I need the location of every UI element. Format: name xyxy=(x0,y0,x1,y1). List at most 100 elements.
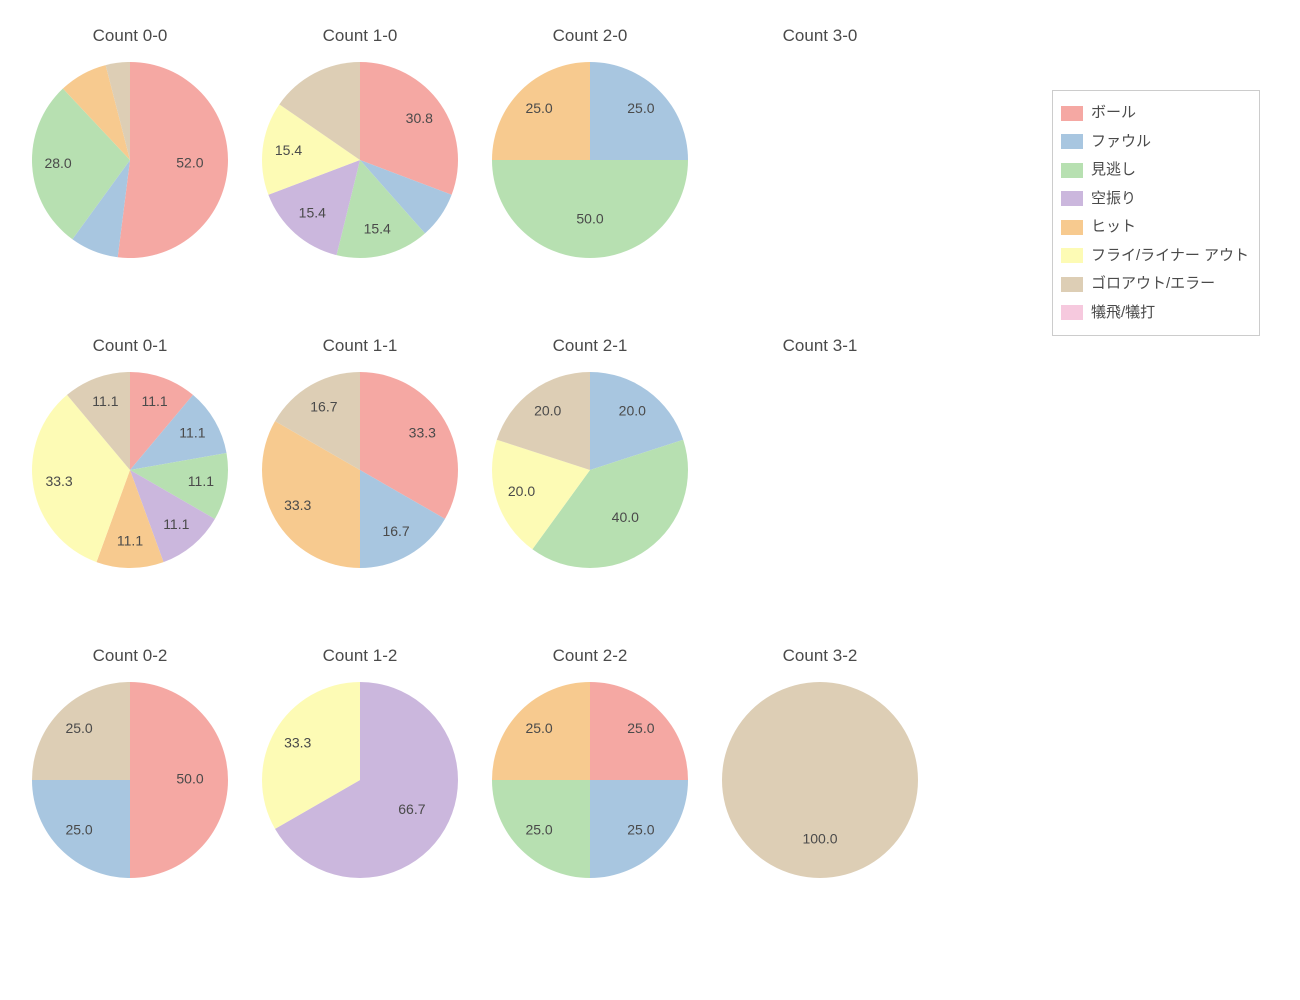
pie-wrap xyxy=(720,60,920,260)
pie-slice-label: 25.0 xyxy=(525,720,552,736)
pie-title: Count 2-0 xyxy=(553,26,628,46)
pie-wrap: 50.0 25.0 25.0 xyxy=(30,680,230,880)
pie-slice-label: 15.4 xyxy=(299,205,326,221)
pie-slice-label: 11.1 xyxy=(179,425,205,441)
pie-cell: Count 3-2 100.0 xyxy=(710,640,930,940)
pie-cell: Count 1-1 33.3 16.7 33.3 16.7 xyxy=(250,330,470,630)
legend-swatch xyxy=(1061,220,1083,235)
pie-slice-label: 11.1 xyxy=(92,393,118,409)
pie-title: Count 1-2 xyxy=(323,646,398,666)
pie-title: Count 1-0 xyxy=(323,26,398,46)
legend-item-flyout: フライ/ライナー アウト xyxy=(1061,242,1249,271)
legend-swatch xyxy=(1061,106,1083,121)
pie-slice-label: 33.3 xyxy=(409,425,436,441)
legend-label: フライ/ライナー アウト xyxy=(1091,242,1249,271)
pie-slice-label: 20.0 xyxy=(508,483,535,499)
pie-slice-look xyxy=(492,160,688,258)
pie-cell: Count 3-1 xyxy=(710,330,930,630)
pie-wrap: 33.3 16.7 33.3 16.7 xyxy=(260,370,460,570)
pie-title: Count 0-1 xyxy=(93,336,168,356)
legend-swatch xyxy=(1061,134,1083,149)
pie-title: Count 1-1 xyxy=(323,336,398,356)
pie-wrap: 11.1 11.1 11.1 11.1 11.1 33.3 11.1 xyxy=(30,370,230,570)
pie-slice-label: 100.0 xyxy=(802,831,837,847)
pie-slice-label: 66.7 xyxy=(398,801,425,817)
legend-item-groundout: ゴロアウト/エラー xyxy=(1061,270,1249,299)
pie-slice-label: 25.0 xyxy=(525,822,552,838)
pie-title: Count 3-1 xyxy=(783,336,858,356)
legend-swatch xyxy=(1061,305,1083,320)
pie-slice-label: 28.0 xyxy=(44,155,71,171)
pie-chart: 30.8 15.4 15.4 15.4 xyxy=(260,60,460,260)
pie-slice-label: 33.3 xyxy=(45,473,72,489)
pie-slice-label: 52.0 xyxy=(176,155,203,171)
pie-slice-label: 50.0 xyxy=(176,771,203,787)
legend-item-swing: 空振り xyxy=(1061,185,1249,214)
pie-wrap: 66.733.3 xyxy=(260,680,460,880)
pie-cell: Count 3-0 xyxy=(710,20,930,320)
pie-chart: 66.733.3 xyxy=(260,680,460,880)
pie-slice-label: 20.0 xyxy=(619,403,646,419)
pie-wrap: 20.0 40.0 20.0 20.0 xyxy=(490,370,690,570)
pie-title: Count 2-2 xyxy=(553,646,628,666)
pie-slice-label: 25.0 xyxy=(65,720,92,736)
pie-wrap xyxy=(720,370,920,570)
legend-swatch xyxy=(1061,163,1083,178)
pie-slice-label: 11.1 xyxy=(141,393,167,409)
legend-label: 見逃し xyxy=(1091,156,1136,185)
pie-chart: 50.0 25.0 25.0 xyxy=(30,680,230,880)
pie-cell: Count 0-0 52.0 28.0 xyxy=(20,20,240,320)
pie-title: Count 3-0 xyxy=(783,26,858,46)
pie-wrap: 25.025.025.025.0 xyxy=(490,680,690,880)
legend-swatch xyxy=(1061,277,1083,292)
pie-slice-label: 15.4 xyxy=(275,142,302,158)
pie-wrap: 52.0 28.0 xyxy=(30,60,230,260)
pie-slice-label: 11.1 xyxy=(117,533,143,549)
pie-cell: Count 1-2 66.733.3 xyxy=(250,640,470,940)
pie-wrap: 30.8 15.4 15.4 15.4 xyxy=(260,60,460,260)
pie-slice-groundout xyxy=(722,682,918,878)
pie-wrap: 25.050.025.0 xyxy=(490,60,690,260)
legend-label: ファウル xyxy=(1091,128,1151,157)
pie-grid: Count 0-0 52.0 28.0 Count 1-0 30.8 15.4 15.4 15… xyxy=(20,20,930,940)
pie-chart: 52.0 28.0 xyxy=(30,60,230,260)
pie-slice-label: 20.0 xyxy=(534,403,561,419)
pie-chart: 33.3 16.7 33.3 16.7 xyxy=(260,370,460,570)
legend-item-foul: ファウル xyxy=(1061,128,1249,157)
pie-slice-label: 16.7 xyxy=(310,398,337,414)
legend-item-look: 見逃し xyxy=(1061,156,1249,185)
pie-slice-label: 25.0 xyxy=(525,100,552,116)
pie-slice-label: 25.0 xyxy=(627,720,654,736)
legend-label: ボール xyxy=(1091,99,1136,128)
pie-chart: 100.0 xyxy=(720,680,920,880)
pie-slice-label: 16.7 xyxy=(382,523,409,539)
pie-cell: Count 0-250.025.025.0 xyxy=(20,640,240,940)
pie-cell: Count 2-225.025.025.025.0 xyxy=(480,640,700,940)
pie-chart: 11.1 11.1 11.1 11.1 11.1 33.3 11.1 xyxy=(30,370,230,570)
pie-chart: 25.025.025.025.0 xyxy=(490,680,690,880)
pie-slice-label: 50.0 xyxy=(576,211,603,227)
pie-slice-label: 11.1 xyxy=(188,473,214,489)
pie-title: Count 0-0 xyxy=(93,26,168,46)
legend-item-hit: ヒット xyxy=(1061,213,1249,242)
legend-label: 犠飛/犠打 xyxy=(1091,299,1155,328)
pie-title: Count 2-1 xyxy=(553,336,628,356)
pie-chart: 20.0 40.0 20.0 20.0 xyxy=(490,370,690,570)
pie-slice-label: 33.3 xyxy=(284,497,311,513)
chart-canvas: Count 0-0 52.0 28.0 Count 1-0 30.8 15.4 15.4 15… xyxy=(0,0,1300,1000)
pie-slice-label: 15.4 xyxy=(364,221,391,237)
pie-slice-label: 40.0 xyxy=(612,509,639,525)
pie-slice-label: 11.1 xyxy=(163,516,189,532)
legend-label: 空振り xyxy=(1091,185,1136,214)
legend-label: ゴロアウト/エラー xyxy=(1091,270,1215,299)
pie-slice-label: 30.8 xyxy=(406,110,433,126)
legend-label: ヒット xyxy=(1091,213,1136,242)
pie-cell: Count 2-1 20.0 40.0 20.0 20.0 xyxy=(480,330,700,630)
pie-slice-ball xyxy=(118,62,228,258)
pie-cell: Count 2-025.050.025.0 xyxy=(480,20,700,320)
legend-swatch xyxy=(1061,191,1083,206)
pie-title: Count 3-2 xyxy=(783,646,858,666)
pie-slice-label: 25.0 xyxy=(65,822,92,838)
legend-swatch xyxy=(1061,248,1083,263)
legend: ボールファウル見逃し空振りヒットフライ/ライナー アウトゴロアウト/エラー犠飛/… xyxy=(1052,90,1260,336)
